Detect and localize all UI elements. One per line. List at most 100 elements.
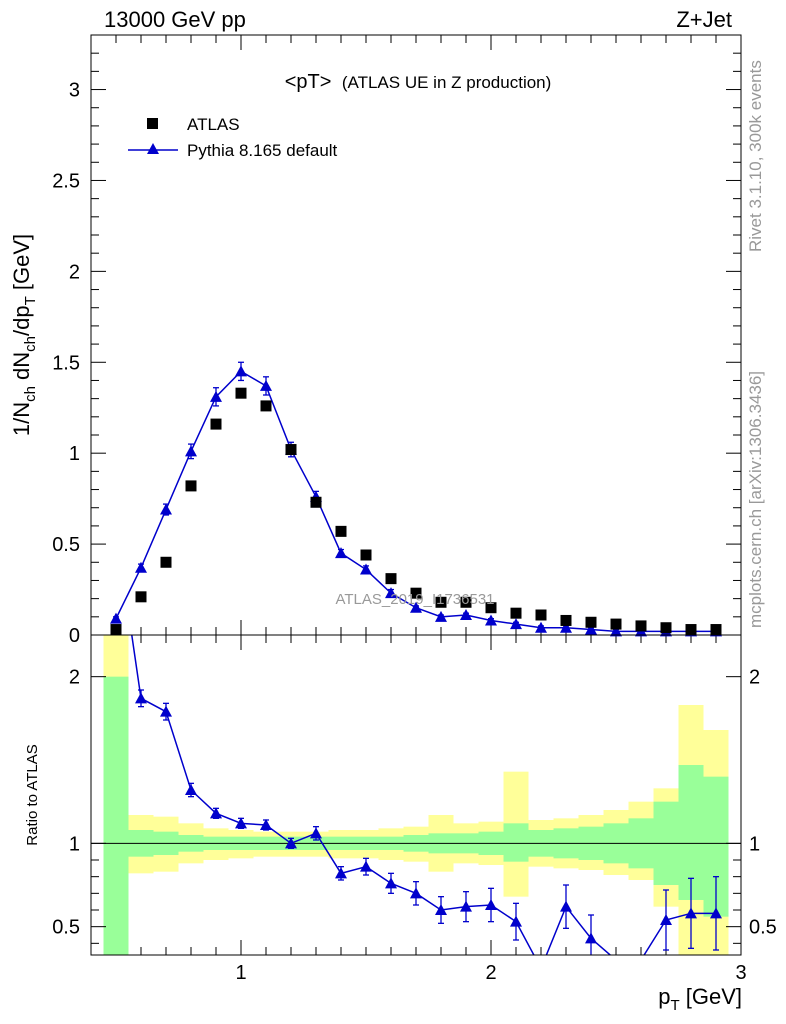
atlas-point — [385, 573, 397, 585]
ratio-pythia-point — [360, 860, 372, 872]
x-tick-label: 3 — [735, 962, 746, 984]
legend-atlas-marker — [147, 118, 158, 129]
pythia-point — [485, 614, 497, 626]
atlas-point — [485, 602, 497, 614]
main-panel: 0 0.5 1 1.5 2 2.5 3 — [52, 35, 742, 955]
ratio-y-tick-label-right: 2 — [749, 667, 760, 689]
ratio-ylabel: Ratio to ATLAS — [24, 744, 41, 845]
ratio-pythia-point — [710, 907, 722, 919]
pythia-point — [335, 547, 347, 559]
y-tick-label: 1.5 — [52, 352, 80, 374]
y-tick-label: 3 — [69, 80, 80, 102]
ratio-pythia-point — [660, 914, 672, 925]
ratio-pythia-point — [435, 904, 447, 915]
atlas-point — [635, 620, 647, 632]
ratio-y-tick-label: 0.5 — [52, 917, 80, 939]
x-tick-label: 1 — [235, 962, 246, 984]
atlas-point — [135, 591, 147, 603]
pythia-point — [260, 379, 272, 391]
plot-title-main: <pT> — [285, 71, 332, 93]
ratio-pythia-point — [510, 915, 522, 927]
atlas-point — [610, 618, 622, 630]
pythia-point — [385, 587, 397, 599]
atlas-point — [510, 607, 522, 619]
y-tick-label: 1 — [69, 443, 80, 465]
pythia-point — [235, 365, 247, 377]
atlas-point — [710, 624, 722, 636]
atlas-point — [260, 400, 272, 412]
legend-atlas-label: ATLAS — [187, 115, 240, 134]
legend: ATLAS Pythia 8.165 default — [128, 115, 338, 160]
pythia-point — [435, 610, 447, 622]
pythia-point — [610, 625, 622, 637]
atlas-point — [335, 525, 347, 537]
ratio-pythia-point — [160, 705, 172, 717]
ratio-pythia-point — [310, 827, 322, 839]
plot-title-rest: (ATLAS UE in Z production) — [342, 73, 551, 92]
legend-pythia-label: Pythia 8.165 default — [187, 141, 338, 160]
pythia-point — [410, 601, 422, 613]
atlas-point — [310, 496, 322, 508]
ratio-pythia-point — [210, 807, 222, 819]
atlas-point — [435, 596, 447, 608]
pythia-point — [585, 623, 597, 635]
pythia-point — [560, 621, 572, 633]
ratio-pythia-point — [485, 899, 497, 910]
pythia-point — [535, 621, 547, 633]
atlas-point — [660, 622, 672, 634]
ratio-pythia-point — [685, 907, 697, 919]
atlas-point — [235, 387, 247, 399]
atlas-point — [210, 418, 222, 430]
analysis-watermark: ATLAS_2019_I1736531 — [335, 591, 494, 608]
band-inner-bin — [503, 823, 529, 862]
band-inner-bin — [678, 765, 704, 900]
atlas-point — [185, 480, 197, 492]
atlas-point — [285, 444, 297, 456]
ratio-pythia-point — [260, 819, 272, 830]
mcplots-label: mcplots.cern.ch [arXiv:1306.3436] — [746, 371, 765, 628]
ratio-frame — [90, 634, 742, 956]
y-tick-label: 2.5 — [52, 170, 80, 192]
pythia-point — [210, 390, 222, 402]
main-ylabel: 1/Nch dNch/dpT [GeV] — [9, 234, 39, 436]
rivet-label: Rivet 3.1.10, 300k events — [746, 60, 765, 252]
pythia-point — [360, 563, 372, 575]
ratio-pythia-point — [410, 887, 422, 899]
process-label: Z+Jet — [676, 7, 732, 32]
x-axis-label: pT [GeV] — [658, 984, 742, 1014]
atlas-point — [360, 549, 372, 561]
ratio-pythia-point — [335, 867, 347, 879]
ratio-pythia-point — [185, 784, 197, 795]
pythia-point — [110, 612, 122, 624]
ratio-series-group — [131, 635, 722, 955]
energy-label: 13000 GeV pp — [104, 7, 246, 32]
pythia-point — [185, 445, 197, 457]
ratio-pythia-point — [385, 877, 397, 889]
ratio-y-tick-label-right: 0.5 — [749, 917, 777, 939]
atlas-point — [460, 596, 472, 608]
pythia-point — [160, 503, 172, 515]
ratio-y-tick-label-right: 1 — [749, 833, 760, 855]
ratio-pythia-point — [235, 817, 247, 829]
ratio-pythia-point — [135, 692, 147, 704]
pythia-point — [135, 561, 147, 573]
ratio-y-tick-label: 2 — [69, 667, 80, 689]
band-inner-bin — [103, 676, 129, 955]
atlas-point — [560, 614, 572, 626]
ratio-y-tick-label: 1 — [69, 833, 80, 855]
ratio-pythia-point — [460, 900, 472, 912]
x-tick-label: 2 — [485, 962, 496, 984]
atlas-point — [535, 609, 547, 621]
atlas-point — [110, 624, 122, 636]
atlas-point — [585, 616, 597, 628]
legend-pythia-marker — [147, 143, 159, 154]
y-tick-label: 0.5 — [52, 534, 80, 556]
y-tick-label: 0 — [69, 625, 80, 647]
atlas-point — [410, 587, 422, 599]
y-tick-label: 2 — [69, 261, 80, 283]
pythia-point — [510, 618, 522, 630]
ratio-pythia-point — [560, 900, 572, 912]
pythia-point — [460, 609, 472, 620]
ratio-pythia-point — [285, 837, 297, 849]
